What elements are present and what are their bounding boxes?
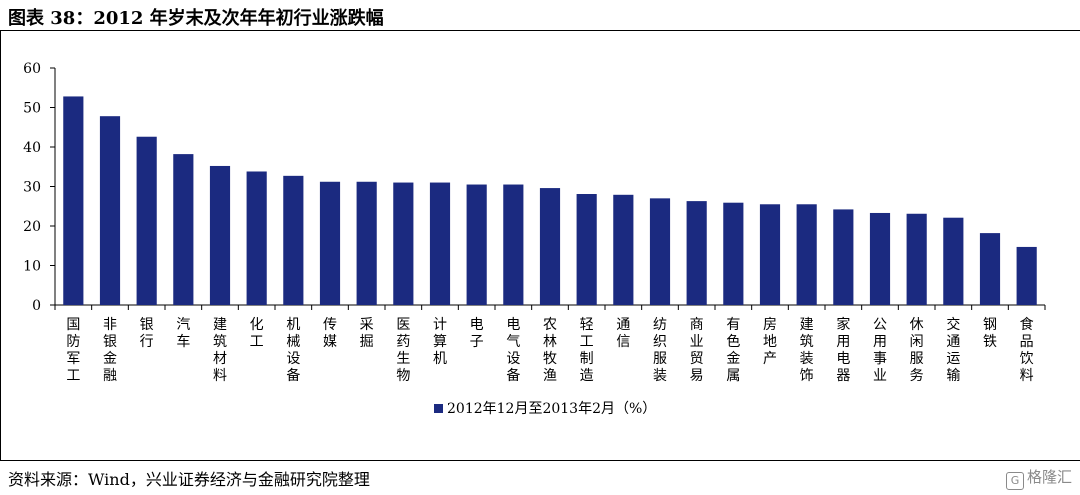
top-rule	[0, 30, 1080, 31]
y-tick-label: 30	[23, 180, 41, 196]
bar	[393, 182, 414, 305]
frame-left-border	[0, 30, 1, 460]
bar	[613, 194, 634, 305]
bar	[1016, 246, 1037, 305]
watermark: G 格隆汇	[1005, 466, 1072, 490]
x-category-label: 有色金属	[726, 317, 740, 384]
bar	[63, 96, 84, 305]
x-category-label: 休闲服务	[910, 317, 924, 384]
bar	[209, 165, 231, 305]
bar	[833, 209, 854, 305]
x-category-label: 建筑装饰	[800, 317, 814, 384]
watermark-text: 格隆汇	[1026, 468, 1072, 486]
y-tick-label: 20	[23, 219, 41, 235]
bar	[173, 154, 194, 305]
bottom-rule	[0, 460, 1080, 461]
x-category-label: 纺织服装	[653, 317, 667, 384]
bar	[686, 201, 707, 305]
x-axis	[54, 304, 1046, 310]
x-category-label: 国防军工	[66, 317, 80, 384]
watermark-logo-icon: G	[1005, 472, 1024, 490]
bar	[283, 175, 304, 305]
x-category-label: 机械设备	[286, 317, 300, 384]
x-category-label: 建筑材料	[213, 317, 227, 384]
y-tick-label: 10	[23, 259, 41, 275]
bar	[906, 213, 927, 305]
x-category-label: 钢铁	[983, 317, 997, 350]
legend: 2012年12月至2013年2月（%）	[434, 401, 656, 417]
y-tick-label: 50	[23, 101, 41, 117]
source-note: 资料来源：Wind，兴业证券经济与金融研究院整理	[8, 470, 370, 489]
bar	[429, 182, 451, 305]
x-category-label: 计算机	[433, 317, 447, 367]
bar	[869, 212, 891, 305]
x-category-label: 传媒	[323, 317, 337, 350]
bar	[943, 217, 964, 305]
bar-series	[63, 96, 1037, 305]
x-category-label: 医药生物	[396, 317, 410, 384]
bar	[99, 116, 121, 305]
x-category-label: 轻工制造	[580, 317, 594, 384]
bar	[539, 188, 561, 305]
bar	[466, 184, 487, 305]
x-category-label: 银行	[140, 317, 154, 350]
bar	[576, 194, 597, 305]
bar	[759, 204, 781, 305]
bar	[246, 171, 267, 305]
x-category-label: 通信	[616, 317, 630, 350]
bar	[723, 202, 744, 305]
bar	[503, 184, 524, 305]
y-axis: 0 10 20 30 40 50 60	[23, 61, 56, 314]
bar	[979, 233, 1001, 305]
legend-swatch	[434, 404, 443, 413]
x-category-label: 电子	[470, 317, 484, 350]
legend-label: 2012年12月至2013年2月（%）	[447, 401, 656, 417]
x-category-label: 电气设备	[506, 317, 520, 384]
x-category-label: 商业贸易	[690, 317, 704, 384]
x-category-label: 采掘	[360, 317, 374, 350]
x-category-label: 汽车	[176, 317, 190, 350]
figure-title: 图表 38：2012 年岁末及次年年初行业涨跌幅	[8, 8, 384, 29]
y-tick-label: 40	[23, 140, 41, 156]
x-category-label: 食品饮料	[1020, 316, 1034, 384]
x-category-label: 房地产	[763, 317, 777, 367]
bar	[649, 198, 671, 305]
bar	[356, 181, 377, 305]
x-category-label: 化工	[250, 317, 264, 350]
y-tick-label: 0	[32, 298, 41, 314]
y-tick-label: 60	[23, 61, 41, 77]
x-category-label: 交通运输	[946, 316, 960, 384]
bar	[796, 204, 817, 305]
x-category-label: 农林牧渔	[543, 317, 557, 384]
bar	[319, 181, 341, 305]
bar	[136, 136, 157, 305]
x-category-label: 公用事业	[873, 317, 887, 384]
x-category-label: 非银金融	[103, 317, 117, 384]
x-category-label: 家用电器	[836, 316, 850, 384]
